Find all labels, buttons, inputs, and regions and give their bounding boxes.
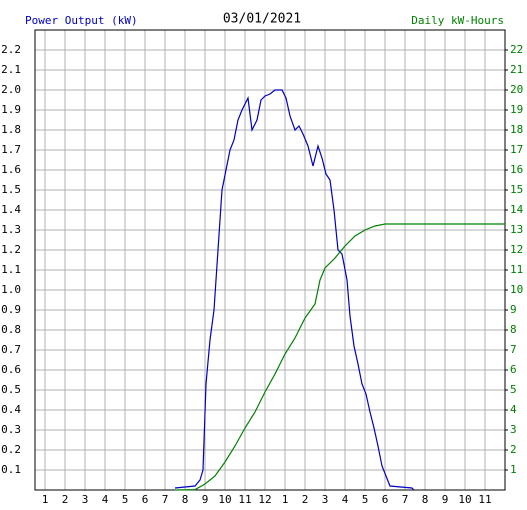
y-tick-label: 1.8 (1, 123, 21, 136)
y-tick-label: 0.8 (1, 323, 21, 336)
y2-axis-label: Daily kW-Hours (411, 14, 504, 27)
y2-tick-label: 11 (510, 263, 523, 276)
y2-tick-label: 17 (510, 143, 523, 156)
x-tick-label: 9 (202, 493, 209, 506)
y2-tick-label: 21 (510, 63, 523, 76)
y-tick-label: 1.3 (1, 223, 21, 236)
x-tick-label: 8 (182, 493, 189, 506)
y2-tick-label: 8 (510, 323, 517, 336)
x-tick-label: 10 (218, 493, 231, 506)
y2-tick-label: 12 (510, 243, 523, 256)
x-tick-label: 7 (402, 493, 409, 506)
y-tick-label: 1.0 (1, 283, 21, 296)
y2-tick-label: 4 (510, 403, 517, 416)
y2-tick-label: 10 (510, 283, 523, 296)
x-tick-label: 6 (382, 493, 389, 506)
y-tick-label: 0.6 (1, 363, 21, 376)
y-tick-label: 1.9 (1, 103, 21, 116)
x-tick-label: 11 (478, 493, 491, 506)
y-tick-label: 0.4 (1, 403, 21, 416)
data-line (174, 89, 415, 491)
y-tick-label: 1.4 (1, 203, 21, 216)
y2-tick-label: 2 (510, 443, 517, 456)
y-tick-label: 0.7 (1, 343, 21, 356)
x-tick-label: 10 (458, 493, 471, 506)
y2-tick-label: 14 (510, 203, 524, 216)
y2-tick-label: 18 (510, 123, 523, 136)
y2-tick-label: 16 (510, 163, 523, 176)
y-tick-label: 1.7 (1, 143, 21, 156)
x-tick-label: 2 (62, 493, 69, 506)
x-tick-label: 1 (42, 493, 49, 506)
x-tick-label: 7 (162, 493, 169, 506)
y-tick-label: 1.1 (1, 263, 21, 276)
y2-tick-label: 9 (510, 303, 517, 316)
y-tick-label: 0.2 (1, 443, 21, 456)
y2-tick-label: 15 (510, 183, 523, 196)
x-tick-label: 6 (142, 493, 149, 506)
x-tick-label: 5 (122, 493, 129, 506)
x-tick-label: 8 (422, 493, 429, 506)
y2-tick-label: 22 (510, 43, 523, 56)
y2-tick-label: 1 (510, 463, 517, 476)
y2-tick-label: 13 (510, 223, 523, 236)
y-tick-label: 2.1 (1, 63, 21, 76)
x-tick-label: 3 (322, 493, 329, 506)
y-tick-label: 2.2 (1, 43, 21, 56)
y2-tick-label: 7 (510, 343, 517, 356)
x-tick-label: 4 (102, 493, 109, 506)
y2-tick-label: 19 (510, 103, 523, 116)
y-axis-label: Power Output (kW) (25, 14, 138, 27)
y2-tick-label: 6 (510, 363, 517, 376)
chart-title: 03/01/2021 (223, 12, 301, 27)
y-tick-label: 1.5 (1, 183, 21, 196)
y-tick-label: 1.2 (1, 243, 21, 256)
plot-frame (34, 29, 506, 491)
x-tick-label: 9 (442, 493, 449, 506)
y2-tick-label: 3 (510, 423, 517, 436)
y2-tick-label: 20 (510, 83, 523, 96)
x-tick-label: 3 (82, 493, 89, 506)
x-tick-label: 2 (302, 493, 309, 506)
x-tick-label: 4 (342, 493, 349, 506)
y-tick-label: 0.1 (1, 463, 21, 476)
y-tick-label: 0.3 (1, 423, 21, 436)
x-tick-label: 11 (238, 493, 251, 506)
y-tick-label: 1.6 (1, 163, 21, 176)
y-tick-label: 0.9 (1, 303, 21, 316)
x-tick-label: 5 (362, 493, 369, 506)
x-tick-label: 12 (258, 493, 271, 506)
data-line (174, 223, 505, 491)
y2-tick-label: 5 (510, 383, 517, 396)
x-tick-label: 1 (282, 493, 289, 506)
y-tick-label: 0.5 (1, 383, 21, 396)
y-tick-label: 2.0 (1, 83, 21, 96)
